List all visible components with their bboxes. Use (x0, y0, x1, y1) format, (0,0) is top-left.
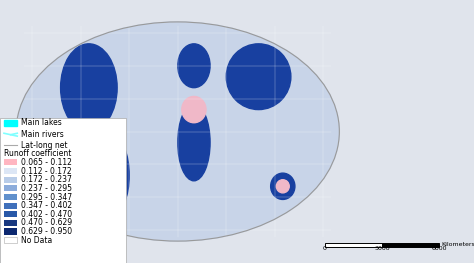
Bar (4, 120, 17, 126)
Ellipse shape (178, 44, 210, 88)
Text: Main lakes: Main lakes (21, 118, 62, 128)
Bar (4, 194, 17, 200)
Ellipse shape (61, 44, 117, 132)
Bar (4, 211, 17, 217)
Bar (4, 159, 17, 165)
Ellipse shape (182, 97, 206, 123)
Text: 0.470 - 0.629: 0.470 - 0.629 (21, 219, 73, 227)
Text: 0.402 - 0.470: 0.402 - 0.470 (21, 210, 73, 219)
Bar (4, 168, 17, 174)
Text: 0.237 - 0.295: 0.237 - 0.295 (21, 184, 72, 193)
Bar (4, 203, 17, 209)
Text: 0.347 - 0.402: 0.347 - 0.402 (21, 201, 73, 210)
Text: Lat-long net: Lat-long net (21, 141, 68, 150)
Ellipse shape (276, 180, 289, 193)
Ellipse shape (178, 104, 210, 181)
Ellipse shape (271, 173, 295, 199)
Text: 0.295 - 0.347: 0.295 - 0.347 (21, 193, 73, 201)
Text: Kilometers: Kilometers (442, 242, 474, 247)
Bar (4, 229, 17, 235)
Bar (4, 237, 17, 243)
Text: 0.629 - 0.950: 0.629 - 0.950 (21, 227, 73, 236)
Text: 0.112 - 0.172: 0.112 - 0.172 (21, 166, 72, 175)
Text: Runoff coefficient: Runoff coefficient (4, 149, 72, 158)
Text: Main rivers: Main rivers (21, 130, 64, 139)
Text: No Data: No Data (21, 236, 53, 245)
Text: 0.172 - 0.237: 0.172 - 0.237 (21, 175, 72, 184)
Bar (382, 243, 439, 247)
Bar (4, 185, 17, 191)
Bar (4, 176, 17, 183)
Ellipse shape (16, 22, 339, 241)
Text: 3000: 3000 (374, 246, 390, 251)
FancyBboxPatch shape (0, 118, 126, 263)
Bar (325, 243, 382, 247)
Text: 0.065 - 0.112: 0.065 - 0.112 (21, 158, 72, 167)
Ellipse shape (97, 137, 129, 214)
Text: 0: 0 (323, 246, 327, 251)
Bar (4, 220, 17, 226)
Text: 6000: 6000 (431, 246, 447, 251)
Ellipse shape (226, 44, 291, 110)
